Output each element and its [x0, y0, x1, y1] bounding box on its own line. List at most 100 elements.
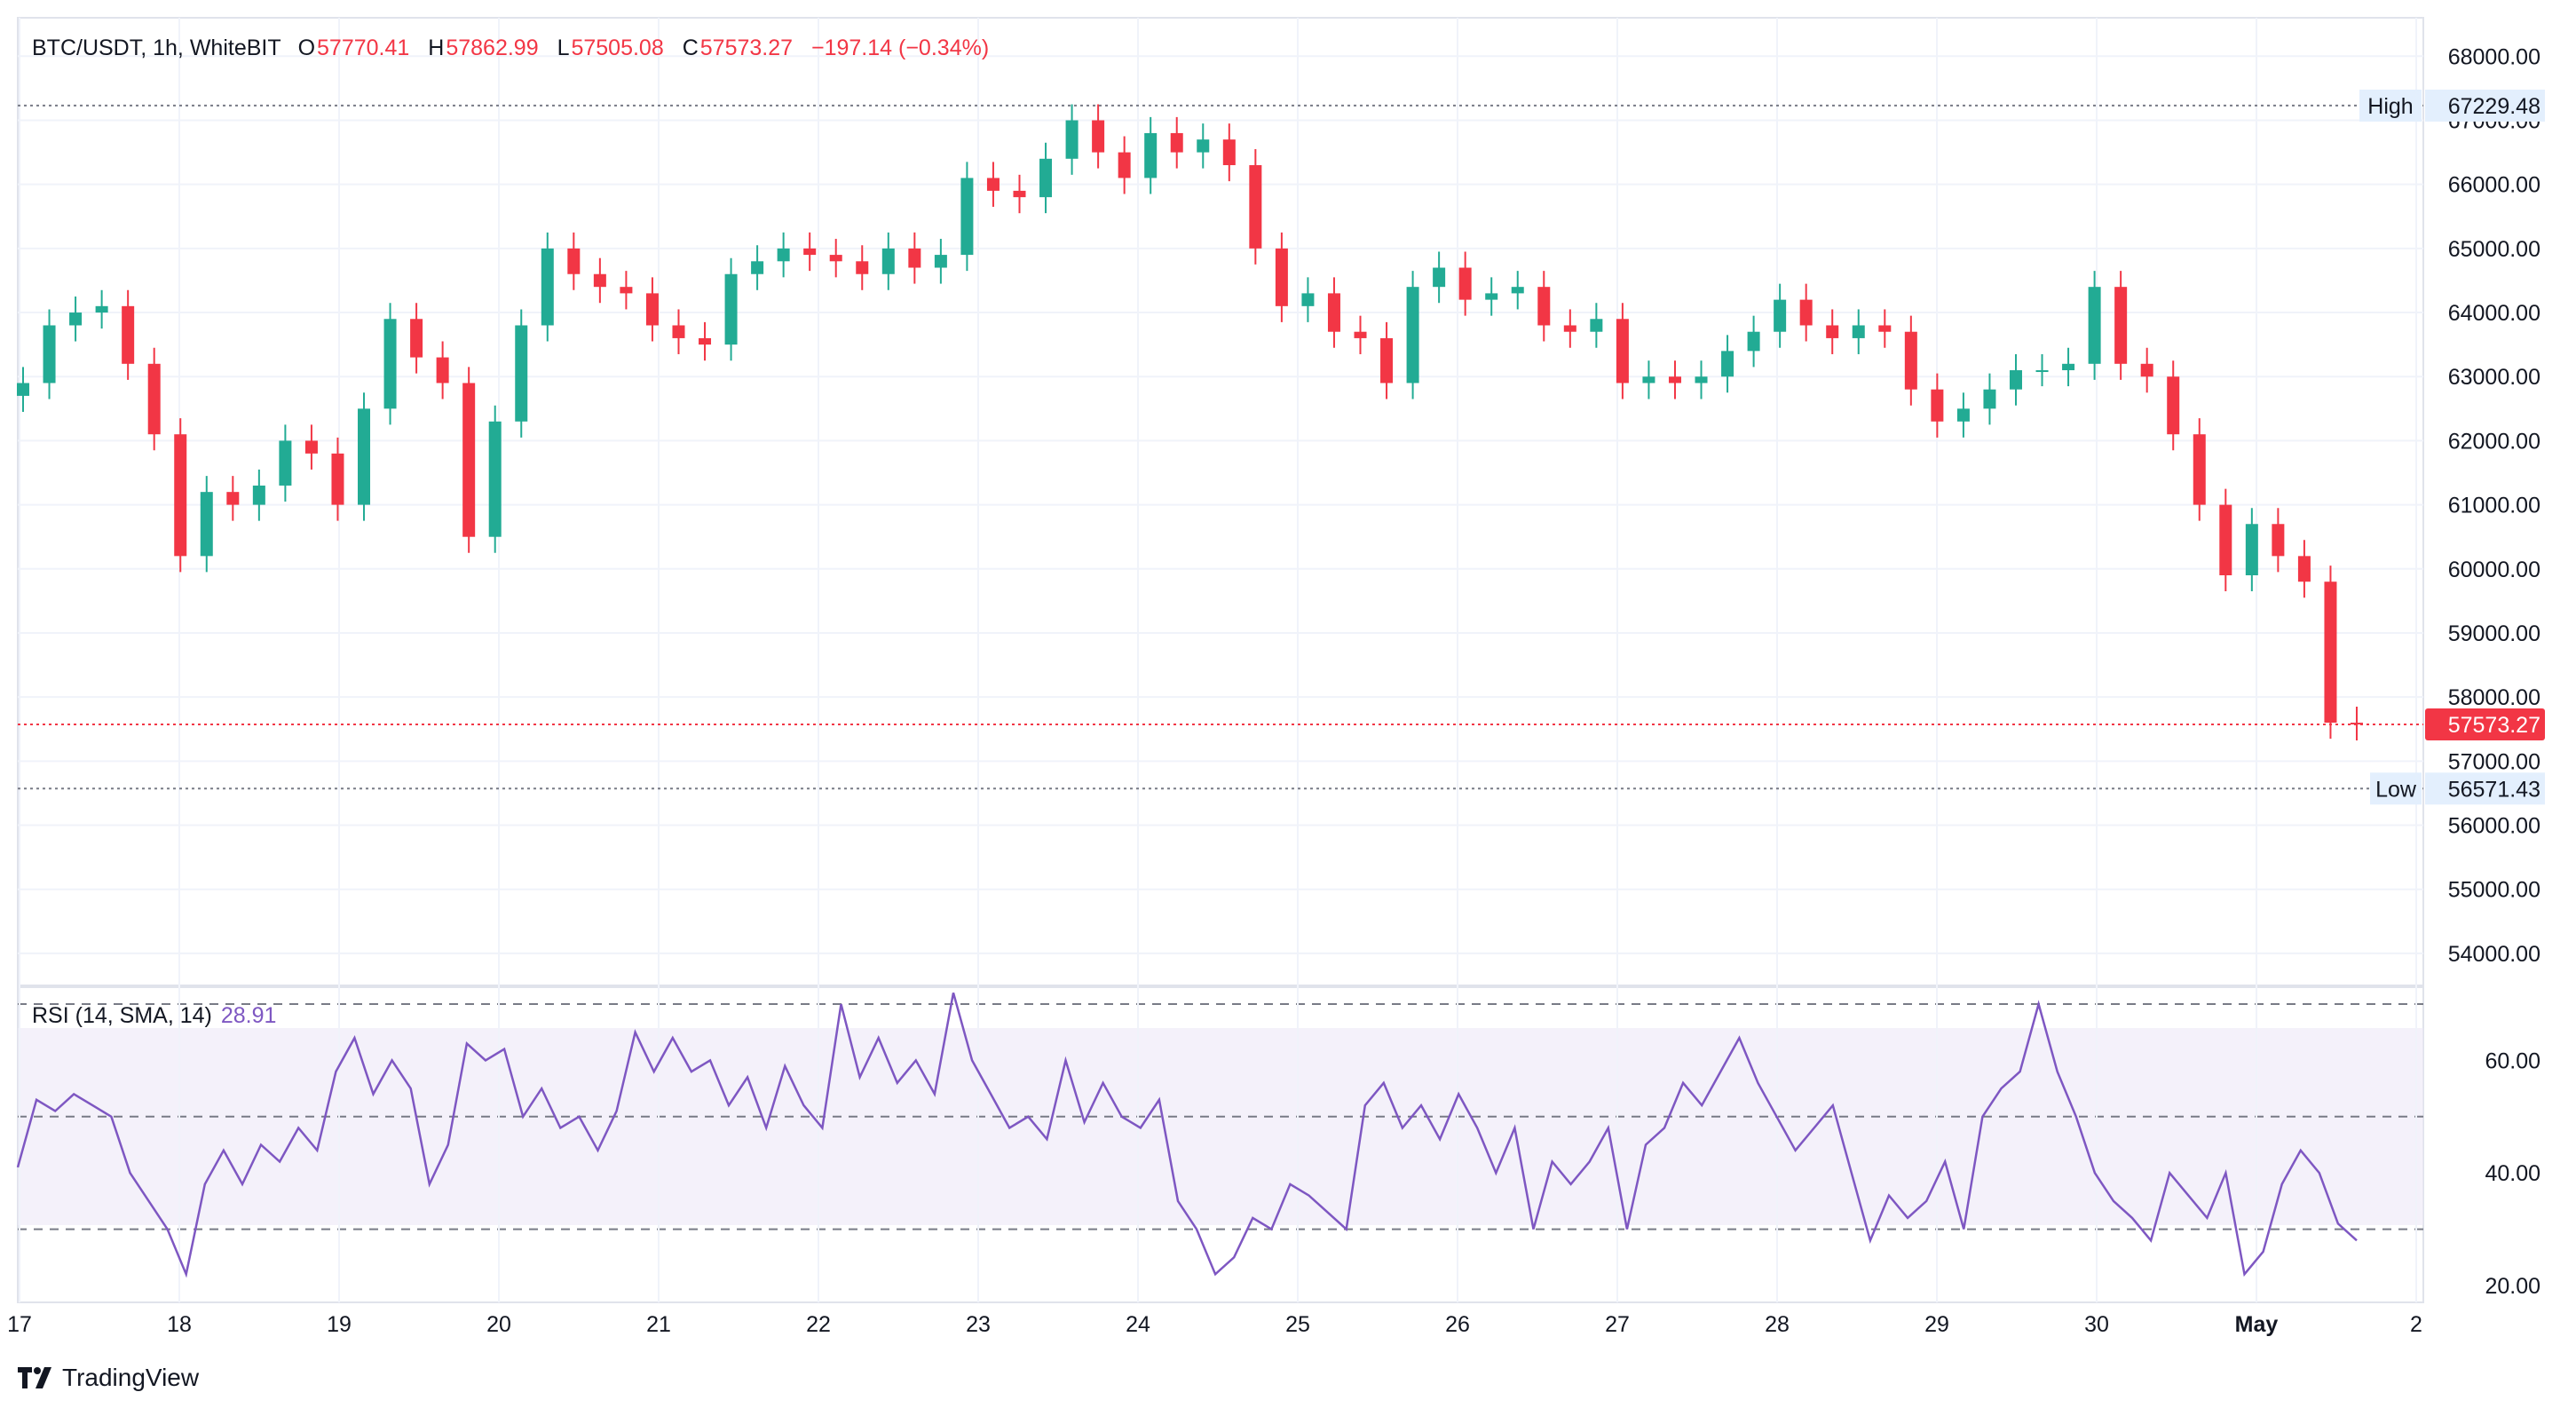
candle-body: [2009, 370, 2022, 390]
price-tick-label: 66000.00: [2448, 173, 2540, 198]
grid: [18, 18, 2423, 1302]
candle-body: [1956, 408, 1970, 422]
rsi-band: [18, 1028, 2423, 1225]
price-tick-label: 55000.00: [2448, 878, 2540, 903]
candle-body: [1563, 325, 1576, 332]
candle-body: [1327, 293, 1340, 332]
candle-body: [2219, 504, 2232, 576]
rsi-lines: [16, 992, 2358, 1278]
time-tick-label: 21: [646, 1312, 671, 1337]
candle-body: [1144, 132, 1158, 178]
high-value: 67229.48: [2448, 94, 2540, 119]
candle-body: [2114, 287, 2128, 364]
candle-body: [2324, 581, 2337, 724]
tradingview-icon: [18, 1367, 51, 1388]
candle-body: [1170, 132, 1183, 153]
candle-body: [2245, 524, 2258, 576]
open-value: 57770.41: [317, 36, 410, 60]
candle-body: [383, 319, 397, 409]
candle-body: [1642, 376, 1655, 384]
candle-body: [593, 273, 606, 288]
candle-body: [960, 178, 974, 256]
candle-body: [2193, 434, 2206, 505]
price-markers: High 67229.48 Low 56571.43 57573.27: [18, 89, 2545, 805]
time-tick-label: 28: [1765, 1312, 1790, 1337]
low-value: 57505.08: [571, 36, 664, 60]
candle-body: [1799, 299, 1813, 326]
close-value: 57573.27: [699, 36, 794, 60]
candle-body: [1039, 158, 1053, 198]
candle-body: [620, 287, 633, 294]
candle-body: [1197, 139, 1210, 153]
candle-body: [69, 312, 83, 326]
candle-body: [856, 261, 869, 274]
rsi-value: 28.91: [220, 1003, 277, 1028]
rsi-axis: 60.00 40.00 20.00: [2485, 1048, 2540, 1299]
candle-body: [1065, 120, 1079, 159]
rsi-tick-label: 20.00: [2485, 1274, 2540, 1299]
price-tick-label: 64000.00: [2448, 301, 2540, 326]
candle-body: [751, 261, 764, 274]
low-value-box: [2425, 772, 2545, 805]
candle-body: [699, 337, 712, 345]
candle-body: [226, 492, 240, 505]
high-label: H: [428, 36, 445, 60]
candle-body: [1301, 293, 1315, 306]
rsi-tick-label: 60.00: [2485, 1048, 2540, 1073]
price-tick-label: 58000.00: [2448, 685, 2540, 710]
candle-body: [1433, 267, 1446, 288]
candle-body: [2062, 363, 2075, 371]
candle-body: [1118, 152, 1131, 178]
close-label: C: [682, 36, 699, 60]
price-axis: 68000.0067000.0066000.0065000.0064000.00…: [2448, 44, 2540, 967]
candle-body: [95, 305, 108, 313]
candle-body: [541, 248, 554, 326]
time-tick-label: 19: [327, 1312, 352, 1337]
candle-body: [1354, 331, 1367, 338]
candle-body: [1092, 120, 1105, 153]
candle-body: [672, 325, 685, 338]
candle-body: [488, 421, 502, 537]
candle-body: [1852, 325, 1865, 338]
price-tick-label: 54000.00: [2448, 942, 2540, 967]
candle-body: [1485, 293, 1498, 300]
candle-body: [174, 434, 187, 557]
symbol-title: BTC/USDT, 1h, WhiteBIT: [32, 36, 281, 60]
candle-body: [2035, 370, 2049, 373]
high-label: High: [2367, 94, 2413, 119]
candle-body: [2297, 556, 2311, 582]
candle-body: [279, 440, 292, 486]
candle-body: [1511, 287, 1524, 294]
time-tick-label: 26: [1445, 1312, 1470, 1337]
candle-body: [803, 248, 817, 256]
time-tick-label: 23: [966, 1312, 991, 1337]
high-value-box: [2425, 89, 2545, 122]
time-tick-label: 27: [1605, 1312, 1630, 1337]
candles: [17, 104, 2363, 741]
low-value: 56571.43: [2448, 777, 2540, 802]
candle-body: [1537, 287, 1551, 326]
price-tick-label: 62000.00: [2448, 429, 2540, 454]
candle-body: [1668, 376, 1681, 384]
price-tick-label: 57000.00: [2448, 749, 2540, 774]
price-tick-label: 56000.00: [2448, 814, 2540, 839]
candle-body: [934, 255, 947, 268]
candle-body: [2167, 376, 2180, 435]
price-tick-label: 68000.00: [2448, 44, 2540, 69]
tradingview-logo[interactable]: TradingView: [18, 1364, 199, 1392]
candle-body: [1826, 325, 1839, 338]
candle-body: [1931, 389, 1944, 422]
time-tick-label: May: [2235, 1312, 2279, 1337]
candle-body: [1275, 248, 1288, 306]
candle-body: [724, 273, 738, 345]
rsi-legend: RSI (14, SMA, 14) 28.91: [32, 1003, 276, 1029]
candle-body: [147, 363, 161, 435]
candle-body: [436, 357, 449, 384]
candle-body: [1983, 389, 1996, 409]
time-axis: 17 18 19 20 21 22 23 24 25 26 27 28 29 30 May 2: [7, 1312, 2422, 1337]
candle-body: [1590, 319, 1603, 332]
time-tick-label: 17: [7, 1312, 32, 1337]
candle-body: [1458, 267, 1472, 300]
price-tick-label: 65000.00: [2448, 237, 2540, 262]
